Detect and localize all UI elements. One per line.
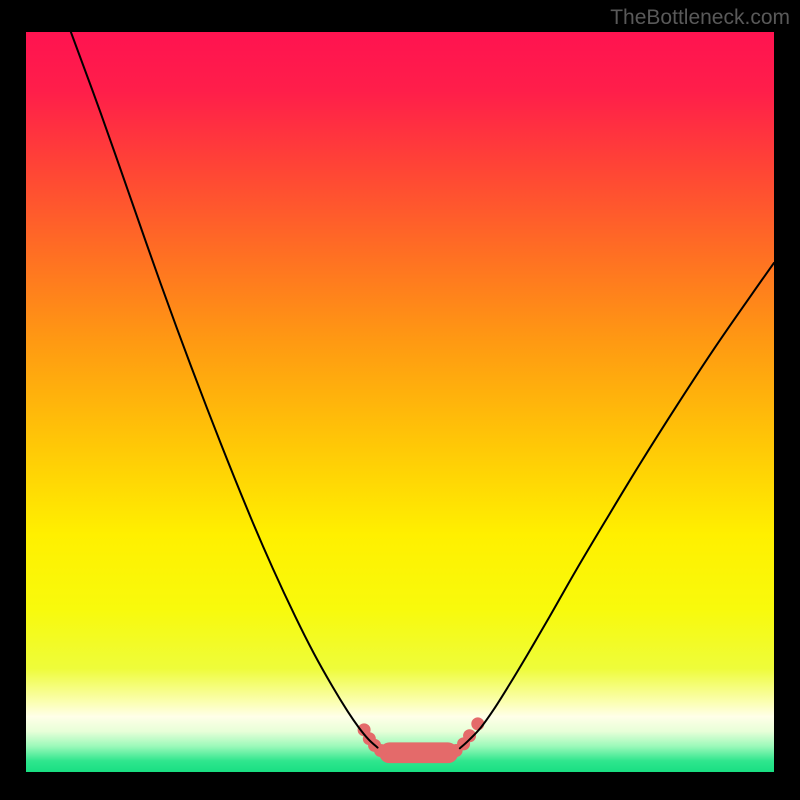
valley-dot [471, 717, 484, 730]
watermark-text: TheBottleneck.com [610, 6, 790, 30]
curve-left [71, 32, 378, 748]
curve-right [460, 263, 774, 748]
